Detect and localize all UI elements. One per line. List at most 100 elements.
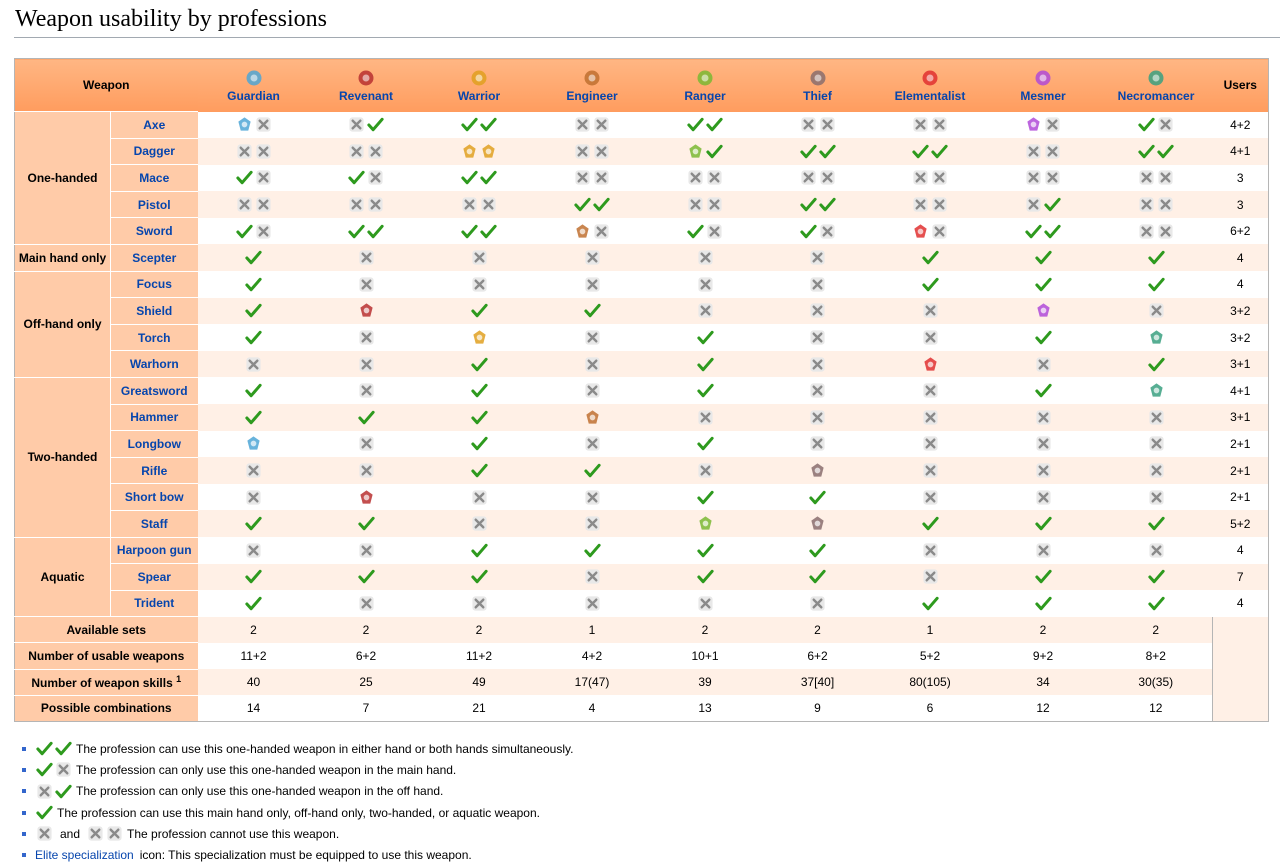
- checkmark-icon: [357, 410, 375, 425]
- summary-value: 37[40]: [761, 669, 874, 696]
- weapon-link[interactable]: Harpoon gun: [116, 543, 192, 558]
- summary-value: 12: [986, 695, 1100, 722]
- usability-cell: [422, 457, 536, 484]
- weapon-link[interactable]: Warhorn: [129, 357, 179, 372]
- profession-link[interactable]: Ranger: [684, 88, 726, 103]
- weapon-link[interactable]: Short bow: [124, 490, 184, 505]
- bullet: [22, 746, 26, 751]
- checkmark-icon: [480, 171, 497, 185]
- weapon-link[interactable]: Hammer: [130, 410, 179, 425]
- cross-icon: [819, 170, 835, 186]
- elite-specialization-icon: [698, 516, 712, 530]
- weapon-link[interactable]: Pistol: [137, 197, 171, 212]
- cross-icon: [810, 410, 825, 425]
- weapon-link[interactable]: Spear: [137, 569, 171, 584]
- cross-icon: [697, 250, 713, 265]
- summary-value: 4+2: [535, 642, 649, 670]
- usability-cell: [309, 483, 423, 511]
- weapon-link[interactable]: Rifle: [141, 463, 168, 478]
- usability-cell: [422, 430, 536, 458]
- checkmark-icon: [1147, 570, 1165, 584]
- cross-icon: [358, 463, 374, 478]
- summary-value: 2: [309, 616, 423, 643]
- profession-link[interactable]: Elementalist: [894, 88, 966, 103]
- cross-icon: [1035, 490, 1051, 505]
- profession-link[interactable]: Guardian: [227, 88, 280, 103]
- weapon-link[interactable]: Focus: [136, 277, 172, 292]
- checkmark-icon: [696, 384, 714, 398]
- usability-cell: [535, 324, 649, 351]
- cross-icon: [594, 170, 609, 186]
- usability-cell: [761, 350, 874, 378]
- profession-link[interactable]: Thief: [803, 88, 832, 103]
- users-cell: 3+2: [1212, 297, 1269, 325]
- checkmark-icon: [809, 570, 826, 584]
- weapon-link[interactable]: Longbow: [127, 436, 181, 451]
- profession-link[interactable]: Warrior: [457, 88, 501, 103]
- weapon-link[interactable]: Staff: [140, 516, 168, 531]
- profession-link[interactable]: Engineer: [566, 88, 618, 103]
- weapon-link[interactable]: Greatsword: [120, 383, 188, 398]
- weapon-name-cell: Greatsword: [110, 376, 198, 405]
- checkmark-icon: [593, 197, 610, 212]
- checkmark-icon: [36, 763, 53, 777]
- cross-icon: [255, 170, 271, 186]
- summary-value: 12: [1099, 695, 1213, 722]
- profession-link[interactable]: Mesmer: [1020, 88, 1066, 103]
- cross-icon: [584, 330, 600, 345]
- usability-cell: [761, 164, 874, 192]
- weapon-link[interactable]: Scepter: [132, 250, 177, 265]
- summary-row: Number of weapon skills 1 40 25 49 17(47) 39 3…: [14, 668, 1269, 696]
- usability-cell: [986, 404, 1100, 431]
- users-cell: 3+1: [1212, 404, 1269, 431]
- cross-icon: [236, 144, 252, 159]
- cross-icon: [368, 197, 383, 212]
- summary-value: 5+2: [873, 642, 987, 670]
- weapon-link[interactable]: Dagger: [133, 144, 175, 159]
- usability-cell: [761, 271, 874, 298]
- cross-icon: [368, 144, 383, 159]
- users-cell: 3: [1212, 191, 1269, 218]
- cross-icon: [584, 569, 600, 584]
- usability-cell: [309, 377, 423, 405]
- checkmark-icon: [1044, 224, 1061, 238]
- cross-icon: [584, 250, 600, 265]
- cross-icon: [255, 224, 271, 239]
- table-row: Short bow 2+1: [15, 483, 1269, 511]
- table-row: One-handed Axe 4+2: [14, 111, 1269, 245]
- cross-icon: [584, 277, 600, 292]
- weapon-link[interactable]: Shield: [136, 303, 173, 318]
- cross-icon: [358, 277, 374, 292]
- profession-link[interactable]: Revenant: [339, 88, 394, 103]
- weapon-name-cell: Staff: [110, 509, 198, 537]
- cross-icon: [37, 826, 52, 841]
- usability-cell: [1099, 483, 1213, 511]
- usability-cell: [648, 483, 762, 511]
- cross-icon: [1148, 543, 1164, 558]
- cross-icon: [1026, 197, 1041, 212]
- usability-cell: [535, 510, 649, 537]
- usability-cell: [761, 483, 874, 511]
- usability-cell: [873, 164, 987, 192]
- checkmark-icon: [696, 330, 714, 345]
- usability-cell: [197, 244, 310, 272]
- elite-specialization-link[interactable]: Elite specialization: [35, 848, 134, 863]
- users-cell: 4: [1212, 271, 1269, 298]
- profession-link[interactable]: Necromancer: [1117, 88, 1195, 103]
- weapon-link[interactable]: Sword: [135, 224, 173, 239]
- weapon-link[interactable]: Torch: [138, 330, 171, 345]
- summary-value: 1: [873, 616, 987, 643]
- weapon-link[interactable]: Axe: [143, 117, 166, 132]
- users-cell: 2+1: [1212, 457, 1269, 484]
- footnote-ref[interactable]: 1: [176, 674, 182, 685]
- legend-text: The profession can only use this one-han…: [76, 762, 457, 777]
- usability-cell: [873, 537, 987, 564]
- cross-icon: [584, 357, 600, 372]
- checkmark-icon: [583, 463, 601, 478]
- usability-cell: [648, 191, 762, 218]
- weapon-link[interactable]: Trident: [134, 596, 175, 611]
- weapon-link[interactable]: Mace: [139, 170, 170, 185]
- usability-cell: [197, 191, 310, 218]
- weapon-group-label: One-handed: [14, 111, 111, 245]
- cross-icon: [810, 250, 825, 265]
